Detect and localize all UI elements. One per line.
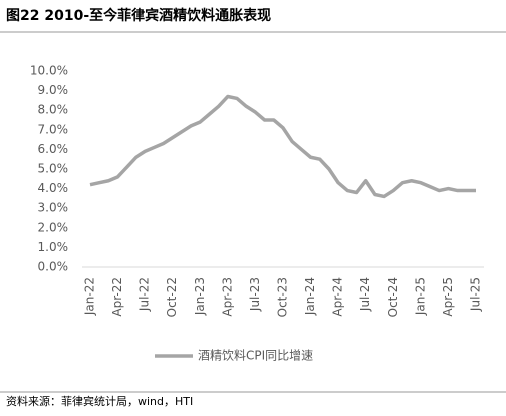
y-tick-label: 1.0%: [38, 240, 69, 254]
x-tick-label: Jan-24: [303, 277, 317, 316]
y-tick-label: 5.0%: [38, 162, 69, 176]
y-tick-label: 6.0%: [38, 142, 69, 156]
legend-label: 酒精饮料CPI同比增速: [198, 349, 313, 363]
y-tick-label: 10.0%: [30, 64, 68, 78]
x-tick-label: Apr-25: [441, 277, 455, 317]
y-tick-label: 8.0%: [38, 103, 69, 117]
x-tick-label: Apr-24: [331, 277, 345, 317]
x-tick-label: Jul-24: [358, 277, 372, 312]
x-tick-label: Oct-22: [165, 277, 179, 317]
y-tick-label: 4.0%: [38, 181, 69, 195]
x-tick-label: Jan-23: [193, 277, 207, 316]
x-tick-label: Jul-25: [469, 277, 483, 312]
y-tick-label: 2.0%: [38, 220, 69, 234]
y-tick-label: 7.0%: [38, 122, 69, 136]
x-tick-label: Apr-23: [220, 277, 234, 317]
y-tick-label: 9.0%: [38, 83, 69, 97]
y-tick-label: 0.0%: [38, 260, 69, 274]
x-tick-label: Jul-23: [248, 277, 262, 312]
source: 资料来源：菲律宾统计局，wind，HTI: [6, 394, 193, 408]
x-tick-label: Jul-22: [138, 277, 152, 312]
x-tick-label: Oct-24: [386, 277, 400, 317]
x-tick-label: Oct-23: [276, 277, 290, 317]
x-tick-label: Jan-22: [83, 277, 97, 316]
x-tick-label: Jan-25: [413, 277, 427, 316]
x-tick-label: Apr-22: [110, 277, 124, 317]
y-tick-label: 3.0%: [38, 201, 69, 215]
chart-title: 图22 2010-至今菲律宾酒精饮料通胀表现: [6, 7, 271, 24]
line: [89, 94, 476, 199]
